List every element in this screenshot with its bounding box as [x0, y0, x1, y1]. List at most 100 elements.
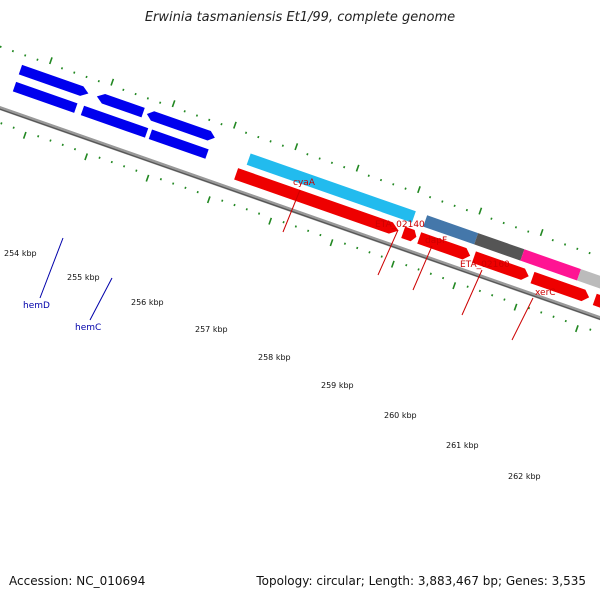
minor-tick [24, 54, 27, 57]
minor-tick [159, 101, 162, 104]
minor-tick [368, 251, 371, 254]
major-tick [268, 217, 273, 225]
major-tick [452, 282, 457, 290]
major-tick [22, 131, 27, 139]
minor-tick [134, 92, 137, 96]
minor-tick [343, 165, 346, 169]
label-ETA_02160: ETA_02160 [460, 260, 510, 270]
label-ETA_02140: ETA_02140 [375, 220, 425, 230]
gene-red-2[interactable] [401, 226, 418, 243]
minor-tick [97, 79, 100, 83]
tick-label-262: 262 kbp [508, 472, 541, 481]
minor-tick [60, 67, 64, 70]
major-tick [539, 229, 544, 237]
minor-tick [490, 217, 493, 220]
minor-tick [392, 183, 395, 186]
tick-label-254: 254 kbp [4, 249, 37, 258]
tick-label-257: 257 kbp [195, 325, 228, 334]
gene-red-4[interactable] [471, 251, 531, 281]
minor-tick [380, 255, 383, 258]
gene-ETA_02140[interactable] [423, 215, 479, 245]
minor-tick [527, 230, 530, 233]
minor-tick [122, 88, 125, 92]
minor-tick [98, 156, 101, 159]
minor-tick [589, 328, 592, 331]
major-tick [110, 78, 115, 86]
minor-tick [330, 161, 334, 165]
label-hemC: hemC [75, 323, 101, 333]
minor-tick [465, 208, 468, 212]
major-tick [355, 164, 360, 172]
gene-blue-reverse-2[interactable] [95, 92, 145, 118]
major-tick [574, 325, 579, 333]
major-tick [233, 121, 237, 129]
minor-tick [318, 157, 321, 160]
major-tick [84, 153, 89, 161]
backbone-line-inner [0, 57, 600, 390]
minor-tick [221, 199, 224, 202]
minor-tick [195, 114, 199, 117]
gene-hemD[interactable] [80, 105, 149, 138]
gene-dapF[interactable] [474, 233, 525, 261]
label-xerC: xerC [535, 288, 556, 298]
minor-tick [307, 229, 310, 233]
minor-tick [11, 49, 15, 53]
minor-tick [563, 243, 567, 246]
minor-tick [491, 294, 494, 297]
minor-tick [196, 190, 199, 194]
major-tick [145, 174, 150, 182]
minor-tick [564, 319, 567, 323]
minor-tick [85, 75, 88, 79]
gene-blue-reverse-1[interactable] [12, 81, 78, 113]
tick-label-255: 255 kbp [67, 273, 100, 282]
minor-tick [356, 246, 359, 250]
topology-text: Topology: circular; Length: 3,883,467 bp… [256, 574, 586, 588]
major-tick [294, 143, 299, 151]
inner-tick-track [0, 122, 592, 333]
gene-blue-reverse-3[interactable] [145, 109, 216, 142]
gene-hemC[interactable] [148, 129, 209, 159]
gene-cyaA[interactable] [246, 153, 416, 223]
tick-label-258: 258 kbp [258, 353, 291, 362]
minor-tick [405, 263, 408, 267]
leader-cyaA [282, 189, 301, 233]
tick-label-261: 261 kbp [446, 441, 479, 450]
gene-blue-forward-1[interactable] [18, 64, 90, 98]
minor-tick [379, 178, 383, 182]
minor-tick [220, 122, 223, 126]
major-tick [329, 239, 334, 247]
minor-tick [0, 45, 2, 49]
minor-tick [442, 276, 445, 280]
major-tick [48, 57, 53, 65]
gene-red-3[interactable] [417, 232, 472, 261]
leader-xerC [511, 297, 534, 341]
minor-tick [73, 147, 77, 151]
tick-label-260: 260 kbp [384, 411, 417, 420]
gene-red-5[interactable] [530, 271, 591, 303]
minor-tick [269, 140, 272, 143]
minor-tick [478, 289, 481, 293]
minor-tick [73, 71, 76, 74]
minor-tick [576, 247, 579, 250]
minor-tick [61, 143, 64, 147]
minor-tick [441, 200, 444, 203]
minor-tick [12, 126, 15, 129]
minor-tick [135, 169, 138, 172]
minor-tick [429, 272, 432, 275]
minor-tick [184, 186, 187, 190]
minor-tick [37, 135, 40, 138]
tick-label-256: 256 kbp [131, 298, 164, 307]
gene-ETA_02160[interactable] [520, 249, 581, 281]
minor-tick [183, 110, 186, 113]
accession-text: Accession: NC_010694 [9, 574, 146, 588]
minor-tick [540, 311, 543, 314]
minor-tick [36, 58, 39, 61]
minor-tick [172, 182, 175, 185]
major-tick [171, 100, 176, 108]
gene-red-1[interactable] [234, 168, 400, 236]
minor-tick [404, 187, 407, 190]
minor-tick [146, 97, 149, 100]
gene-xerC[interactable] [577, 269, 600, 296]
label-hemD: hemD [23, 301, 50, 311]
